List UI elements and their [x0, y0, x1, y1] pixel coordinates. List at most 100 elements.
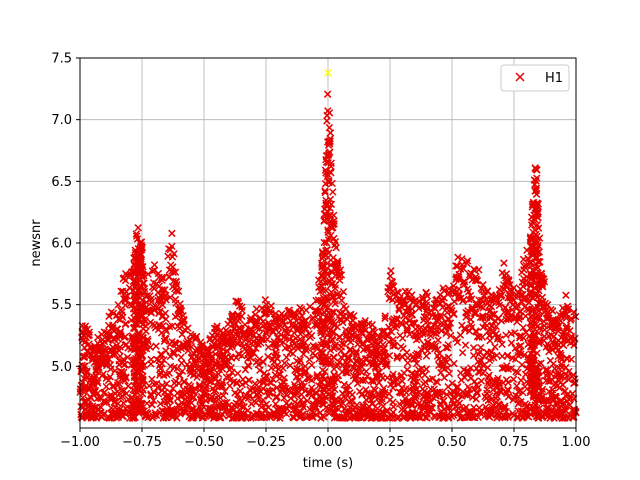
data-point	[321, 278, 329, 287]
data-point	[548, 338, 557, 346]
data-point	[290, 340, 298, 348]
data-point	[321, 188, 329, 197]
data-point	[156, 307, 164, 316]
data-point	[252, 358, 261, 366]
data-point	[268, 327, 277, 335]
data-point	[173, 281, 181, 289]
data-point	[290, 413, 298, 422]
data-point	[264, 392, 273, 400]
data-point	[174, 401, 183, 410]
data-point	[440, 414, 448, 422]
data-point	[384, 287, 392, 296]
data-point	[508, 354, 517, 362]
x-tick-label: 0.00	[314, 435, 343, 450]
data-point	[186, 367, 195, 375]
data-point	[498, 340, 506, 349]
data-point	[344, 335, 353, 343]
data-point	[189, 405, 198, 413]
data-point	[131, 283, 140, 291]
data-point	[430, 329, 438, 337]
data-point	[381, 312, 389, 320]
data-point	[303, 397, 311, 405]
data-point	[484, 326, 493, 335]
data-point	[172, 299, 180, 307]
data-point	[480, 352, 488, 361]
data-point	[529, 228, 537, 236]
data-point	[546, 414, 554, 422]
data-point	[116, 343, 124, 351]
data-point	[542, 366, 550, 374]
data-point	[446, 389, 455, 397]
data-point	[159, 371, 168, 380]
data-point	[337, 296, 346, 305]
data-point	[250, 349, 258, 357]
data-point	[280, 382, 288, 391]
data-point	[450, 297, 459, 306]
data-point	[413, 378, 421, 386]
data-point	[236, 401, 245, 409]
data-point	[88, 356, 96, 364]
data-point	[479, 361, 488, 370]
data-point	[530, 271, 538, 279]
data-point	[302, 332, 310, 340]
data-point	[444, 302, 452, 311]
data-point	[109, 343, 117, 351]
data-point	[171, 268, 180, 276]
data-point	[200, 411, 209, 419]
data-point	[155, 282, 164, 290]
data-point	[327, 261, 335, 269]
data-point	[81, 384, 89, 393]
data-point	[198, 350, 207, 358]
data-point	[332, 362, 341, 371]
data-point	[415, 325, 424, 333]
data-point	[125, 414, 134, 422]
data-point	[297, 412, 305, 421]
data-point	[394, 380, 403, 388]
data-point	[124, 382, 132, 390]
data-point	[231, 324, 239, 332]
data-point	[90, 403, 99, 412]
data-point	[156, 400, 165, 408]
data-point	[136, 239, 144, 248]
data-point	[432, 329, 440, 338]
data-point	[517, 376, 525, 385]
data-point	[380, 344, 388, 353]
data-point	[444, 383, 452, 391]
data-point	[363, 345, 371, 353]
data-point	[215, 341, 223, 350]
data-point	[279, 364, 287, 372]
data-point	[523, 246, 531, 254]
data-point	[247, 400, 256, 408]
data-point	[226, 317, 234, 326]
data-point	[115, 331, 123, 340]
data-point	[165, 273, 173, 281]
data-point	[181, 326, 189, 334]
data-point	[514, 289, 523, 297]
data-point	[148, 401, 156, 409]
data-point	[295, 325, 303, 333]
x-tick-label: 1.00	[562, 435, 591, 450]
data-point	[206, 350, 214, 359]
data-point	[301, 368, 309, 376]
data-point	[134, 224, 142, 232]
data-point	[494, 413, 503, 421]
data-point	[271, 309, 280, 318]
data-point	[324, 308, 333, 317]
data-point	[462, 313, 470, 321]
data-point	[503, 351, 512, 360]
data-point	[105, 312, 113, 320]
data-point	[238, 351, 246, 360]
data-point	[195, 382, 204, 391]
data-point	[389, 335, 397, 344]
data-point	[185, 412, 193, 421]
data-point	[526, 263, 535, 271]
x-axis-ticks: −1.00 −0.75 −0.50 −0.25 0.00 0.25 0.50 0.75 1.00	[60, 428, 590, 450]
data-point	[484, 412, 492, 420]
data-point	[158, 381, 166, 390]
data-point	[510, 411, 518, 420]
data-point	[388, 317, 397, 326]
data-point	[241, 393, 249, 401]
data-point	[554, 352, 562, 361]
data-point	[77, 402, 85, 411]
data-point	[232, 297, 240, 305]
